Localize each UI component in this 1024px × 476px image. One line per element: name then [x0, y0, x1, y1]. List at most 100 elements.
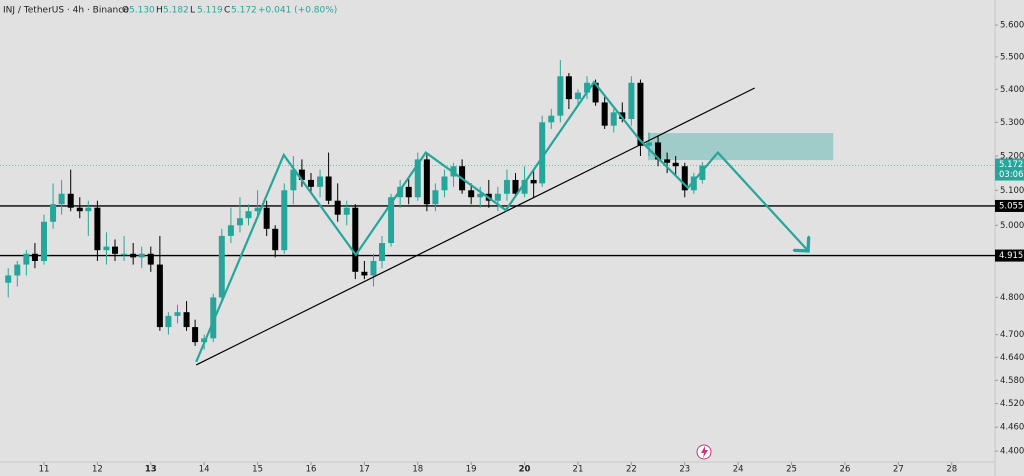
- candle-body: [58, 193, 65, 205]
- y-tick-label: 5.200: [1000, 151, 1024, 161]
- candle-body: [14, 264, 21, 276]
- candle-body: [521, 179, 528, 194]
- candle-body: [121, 253, 128, 255]
- x-tick-label: 24: [733, 465, 744, 475]
- candle-body: [85, 207, 92, 212]
- candle-body: [334, 200, 341, 215]
- ohlc-value: 5.130: [129, 6, 155, 16]
- candle-body: [681, 166, 688, 191]
- candle-body: [432, 190, 439, 205]
- zigzag-path: [195, 80, 808, 363]
- candle-body: [672, 162, 679, 167]
- candle-body: [218, 235, 225, 298]
- symbol: INJ / TetherUS · 4h · Binance: [3, 6, 129, 16]
- candle-body: [147, 253, 154, 265]
- x-tick-label: 17: [359, 465, 370, 475]
- candle-body: [281, 190, 288, 251]
- candle-body: [130, 253, 137, 258]
- candle-body: [530, 179, 537, 184]
- candle-body: [245, 211, 252, 219]
- candle-body: [361, 271, 368, 276]
- y-tick-label: 4.700: [1000, 330, 1024, 340]
- candle-body: [539, 122, 546, 184]
- candle-body: [592, 82, 599, 103]
- candle-body: [263, 207, 270, 229]
- candle-body: [254, 207, 261, 212]
- y-tick-label: 4.520: [1000, 399, 1024, 409]
- x-tick-label: 19: [466, 465, 477, 475]
- candle-body: [584, 82, 591, 93]
- price-label-box: [995, 199, 1024, 212]
- candle-body: [628, 82, 635, 120]
- candle-body: [325, 176, 332, 201]
- candle-body: [227, 225, 234, 236]
- candle-body: [236, 218, 243, 226]
- zone: [647, 133, 834, 161]
- y-tick-label: 5.400: [1000, 85, 1024, 95]
- y-tick-label: 5.300: [1000, 118, 1024, 128]
- ohlc-value: 5.119: [197, 6, 223, 16]
- candle-body: [512, 179, 519, 194]
- x-tick-label: 23: [679, 465, 690, 475]
- candle-body: [645, 142, 652, 146]
- candle-body: [441, 176, 448, 191]
- y-tick-label: 4.400: [1000, 447, 1024, 457]
- x-tick-label: 26: [840, 465, 851, 475]
- candle-body: [699, 165, 706, 180]
- candle-body: [183, 312, 190, 328]
- candle-body: [477, 193, 484, 198]
- candle-body: [370, 260, 377, 276]
- ohlc-value: 5.182: [163, 6, 189, 16]
- ohlc-key: O: [122, 6, 129, 16]
- y-tick-label: 4.460: [1000, 423, 1024, 433]
- candle-body: [165, 315, 172, 328]
- y-tick-label: 5.000: [1000, 221, 1024, 231]
- x-tick-label: 11: [39, 465, 50, 475]
- price-label: 5.055: [999, 201, 1023, 211]
- countdown: 03:06: [999, 170, 1024, 180]
- candle-body: [610, 112, 617, 126]
- ohlc-value: 5.172: [231, 6, 257, 16]
- x-tick-label: 25: [786, 465, 797, 475]
- candle-body: [352, 207, 359, 272]
- x-tick-label: 20: [519, 465, 531, 475]
- candle-body: [112, 246, 119, 254]
- candle-body: [379, 243, 386, 261]
- candle-body: [5, 275, 12, 283]
- x-tick-label: 28: [946, 465, 957, 475]
- candle-body: [503, 179, 510, 194]
- price-label-box: [995, 249, 1024, 262]
- y-tick-label: 5.500: [1000, 52, 1024, 62]
- candle-body: [574, 92, 581, 100]
- y-tick-label: 4.640: [1000, 353, 1024, 363]
- ohlc-key: H: [156, 6, 163, 16]
- alert-icon[interactable]: [696, 444, 712, 460]
- x-tick-label: 12: [92, 465, 103, 475]
- candle-body: [67, 193, 74, 208]
- candle-body: [103, 246, 110, 251]
- y-tick-label: 5.600: [1000, 21, 1024, 31]
- candle-body: [655, 142, 662, 160]
- x-tick-label: 22: [626, 465, 637, 475]
- candle-body: [174, 312, 181, 316]
- candle-body: [619, 112, 626, 120]
- x-tick-label: 18: [412, 465, 423, 475]
- candle-body: [272, 228, 279, 251]
- x-tick-label: 13: [145, 465, 157, 475]
- candle-body: [565, 76, 572, 100]
- candle-body: [40, 221, 47, 261]
- change: +0.041 (+0.80%): [258, 6, 337, 16]
- candle-body: [468, 190, 475, 198]
- candle-body: [601, 102, 608, 126]
- candle-body: [405, 186, 412, 198]
- candle-body: [557, 76, 564, 116]
- y-tick-label: 4.800: [1000, 293, 1024, 303]
- last-price-label: 5.172: [999, 160, 1023, 170]
- plot: 4.400 4.460 4.520 4.580 4.640 4.700 4.800 5.000…: [0, 6, 1024, 475]
- candle-body: [423, 159, 430, 205]
- ohlc-key: C: [224, 6, 230, 16]
- candle-body: [494, 193, 501, 201]
- candle-body: [414, 159, 421, 198]
